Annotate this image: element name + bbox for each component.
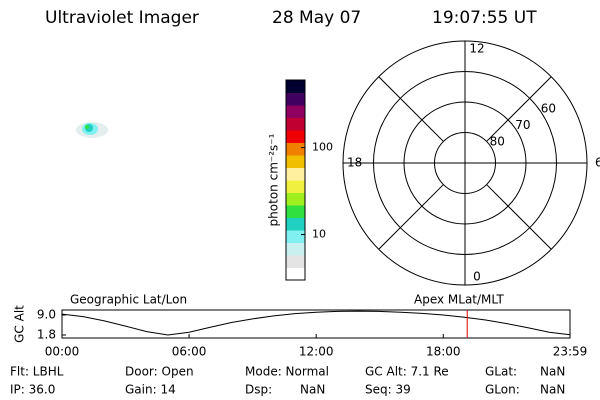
altitude-line <box>61 310 571 336</box>
y-tick-label: 9.0 <box>37 308 56 322</box>
colorbar-swatch <box>286 205 305 218</box>
y-tick-label: 1.8 <box>37 328 56 342</box>
polar-spoke <box>378 76 444 142</box>
plot-frame <box>61 309 571 339</box>
info-field: Flt: LBHL <box>10 365 64 379</box>
x-tick-label: 23:59 <box>553 345 588 359</box>
annotation: Geographic Lat/Lon <box>70 293 187 307</box>
colorbar-swatch <box>286 130 305 143</box>
annotation: Apex MLat/MLT <box>414 293 504 307</box>
info-field: GC Alt: 7.1 Re <box>365 365 449 379</box>
info-field: Dsp: <box>245 383 272 397</box>
time: 19:07:55 UT <box>432 8 537 28</box>
colorbar-swatch <box>286 117 305 131</box>
colorbar-swatch <box>286 230 305 243</box>
polar-ring-label: 80 <box>490 135 505 149</box>
x-tick-label: 12:00 <box>299 345 334 359</box>
x-tick-label: 00:00 <box>45 345 80 359</box>
info-field: Gain: 14 <box>125 383 176 397</box>
info-field: Door: Open <box>125 365 194 379</box>
date: 28 May 07 <box>272 8 361 28</box>
info-field: GLon: <box>485 383 520 397</box>
colorbar-swatch <box>286 142 305 156</box>
colorbar-swatch <box>286 155 305 168</box>
info-field: IP: 36.0 <box>10 383 55 397</box>
polar-ring-label: 60 <box>541 101 556 115</box>
x-tick-label: 18:00 <box>426 345 461 359</box>
colorbar-frame <box>285 79 306 281</box>
aurora-image <box>76 122 108 138</box>
x-tick-label: 06:00 <box>172 345 207 359</box>
polar-spoke <box>486 76 552 142</box>
polar-spoke <box>486 184 552 250</box>
colorbar-label: photon cm⁻²s⁻¹ <box>267 133 281 226</box>
info-field: GLat: <box>485 365 517 379</box>
info-field: NaN <box>540 383 565 397</box>
polar-mlt-label: 0 <box>473 270 481 284</box>
colorbar-swatch <box>286 80 305 93</box>
colorbar-swatch <box>286 192 305 206</box>
info-field: Seq: 39 <box>365 383 411 397</box>
colorbar-swatch <box>286 255 305 268</box>
info-field: Mode: Normal <box>245 365 329 379</box>
colorbar-tick-label: 10 <box>312 228 326 241</box>
info-field: NaN <box>300 383 325 397</box>
colorbar-swatch <box>286 242 305 256</box>
colorbar-tick-label: 100 <box>312 141 333 154</box>
y-axis-label: GC Alt <box>13 305 27 343</box>
colorbar-swatch <box>286 105 305 118</box>
colorbar-swatch <box>286 92 305 106</box>
colorbar-swatch <box>286 217 305 231</box>
colorbar-swatch <box>286 167 305 181</box>
info-field: NaN <box>540 365 565 379</box>
colorbar-swatch <box>286 267 305 281</box>
colorbar-swatch <box>286 180 305 193</box>
instrument: Ultraviolet Imager <box>45 8 199 28</box>
polar-mlt-label: 18 <box>347 156 362 170</box>
polar-mlt-label: 6 <box>595 156 600 170</box>
polar-mlt-label: 12 <box>469 42 484 56</box>
polar-ring-label: 70 <box>515 118 530 132</box>
polar-spoke <box>378 184 444 250</box>
